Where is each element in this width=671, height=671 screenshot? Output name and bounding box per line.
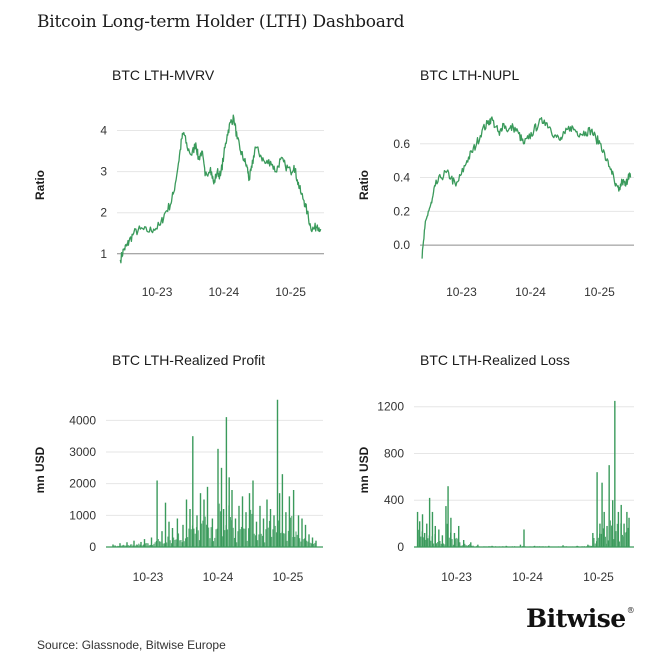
y-tick-label: 0.4 [393,171,410,185]
page-title: Bitcoin Long-term Holder (LTH) Dashboard [37,12,405,32]
x-tick-label: 10-24 [203,570,234,584]
x-tick-label: 10-25 [584,285,615,299]
y-axis-label: Ratio [33,170,47,200]
bitwise-logo: Bitwise® [526,604,635,633]
x-tick-label: 10-23 [446,285,477,299]
chart-panel-1: BTC LTH-MVRV Ratio 1 2 3 4 10-23 10-24 10-25 [33,67,324,299]
x-tick-label: 10-23 [441,570,472,584]
series-line [421,116,632,259]
y-tick-label: 1200 [377,400,404,414]
chart-title: BTC LTH-Realized Loss [420,352,570,368]
y-tick-label: 800 [384,446,404,460]
chart-panel-4: BTC LTH-Realized Loss mn USD 0 400 800 1200 10… [357,352,634,584]
y-tick-label: 4000 [69,413,96,427]
x-tick-label: 10-24 [208,285,239,299]
y-axis-label: Ratio [357,170,371,200]
y-tick-label: 400 [384,493,404,507]
y-axis-label: mn USD [33,446,47,493]
y-axis-label: mn USD [357,446,371,493]
y-tick-label: 1 [100,247,107,261]
y-tick-label: 1000 [69,508,96,522]
x-tick-label: 10-25 [583,570,614,584]
source-note: Source: Glassnode, Bitwise Europe [37,638,226,652]
y-tick-label: 0 [89,540,96,554]
y-tick-label: 0.6 [393,137,410,151]
chart-panel-2: BTC LTH-NUPL Ratio 0.0 0.2 0.4 0.6 10-23 10-24 1… [357,67,634,299]
chart-title: BTC LTH-NUPL [420,67,520,83]
y-tick-label: 0.0 [393,238,410,252]
y-tick-label: 3000 [69,445,96,459]
x-tick-label: 10-24 [512,570,543,584]
y-tick-label: 2 [100,206,107,220]
y-tick-label: 4 [100,124,107,138]
chart-title: BTC LTH-Realized Profit [112,352,265,368]
x-tick-label: 10-23 [142,285,173,299]
bitwise-logo-text: Bitwise [526,604,626,633]
x-tick-label: 10-23 [133,570,164,584]
x-tick-label: 10-24 [515,285,546,299]
x-tick-label: 10-25 [273,570,304,584]
y-tick-label: 0.2 [393,204,410,218]
chart-title: BTC LTH-MVRV [112,67,215,83]
x-tick-label: 10-25 [275,285,306,299]
y-tick-label: 0 [397,540,404,554]
y-tick-label: 2000 [69,477,96,491]
series-line [119,114,322,264]
registered-mark: ® [626,606,635,615]
y-tick-label: 3 [100,165,107,179]
chart-panel-3: BTC LTH-Realized Profit mn USD 0 1000 2000 30… [33,352,323,584]
